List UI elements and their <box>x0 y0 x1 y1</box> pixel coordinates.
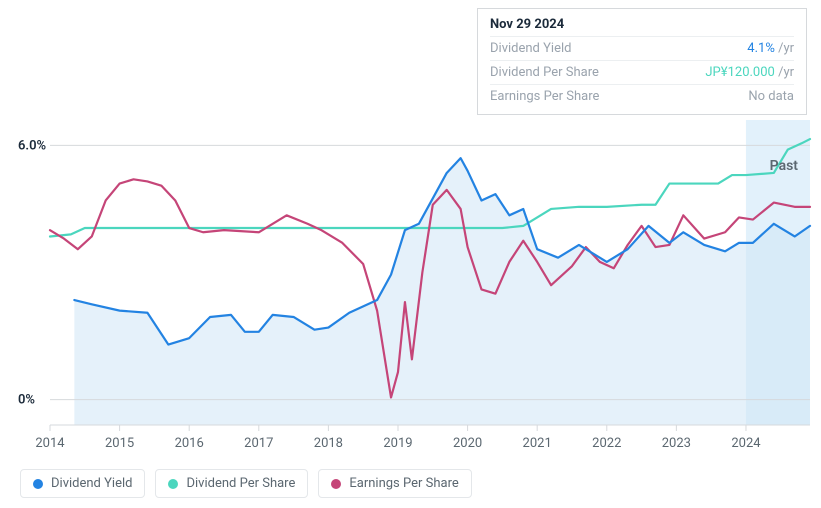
tooltip-date: Nov 29 2024 <box>490 17 794 32</box>
tooltip-value: No data <box>748 89 794 104</box>
legend-item-dividend-yield[interactable]: Dividend Yield <box>20 469 145 498</box>
legend-dot-icon <box>33 479 43 489</box>
dividend-chart: { "tooltip": { "date": "Nov 29 2024", "r… <box>0 0 821 508</box>
tooltip-row: Earnings Per Share No data <box>490 84 794 108</box>
svg-text:2022: 2022 <box>592 436 621 451</box>
svg-text:2023: 2023 <box>662 436 691 451</box>
svg-text:2017: 2017 <box>244 436 273 451</box>
legend-label: Dividend Yield <box>51 476 132 491</box>
chart-legend: Dividend Yield Dividend Per Share Earnin… <box>20 469 472 498</box>
svg-text:2019: 2019 <box>383 436 412 451</box>
svg-text:2014: 2014 <box>35 436 65 451</box>
tooltip-value: JP¥120.000 /yr <box>705 65 794 80</box>
svg-text:2018: 2018 <box>314 436 343 451</box>
legend-item-earnings-per-share[interactable]: Earnings Per Share <box>318 469 471 498</box>
tooltip-row: Dividend Per Share JP¥120.000 /yr <box>490 60 794 84</box>
tooltip-value: 4.1% /yr <box>747 41 794 56</box>
svg-text:2016: 2016 <box>175 436 204 451</box>
chart-tooltip: Nov 29 2024 Dividend Yield 4.1% /yr Divi… <box>477 8 807 115</box>
svg-text:Past: Past <box>770 158 799 174</box>
legend-item-dividend-per-share[interactable]: Dividend Per Share <box>155 469 308 498</box>
svg-text:2024: 2024 <box>731 436 761 451</box>
svg-text:6.0%: 6.0% <box>18 138 47 153</box>
tooltip-row: Dividend Yield 4.1% /yr <box>490 36 794 60</box>
tooltip-label: Dividend Yield <box>490 41 747 56</box>
svg-text:2015: 2015 <box>105 436 134 451</box>
legend-dot-icon <box>168 479 178 489</box>
legend-label: Dividend Per Share <box>186 476 295 491</box>
legend-dot-icon <box>331 479 341 489</box>
svg-text:2020: 2020 <box>453 436 482 451</box>
legend-label: Earnings Per Share <box>349 476 458 491</box>
svg-text:2021: 2021 <box>523 436 552 451</box>
tooltip-label: Dividend Per Share <box>490 65 705 80</box>
tooltip-label: Earnings Per Share <box>490 89 748 104</box>
svg-text:0%: 0% <box>18 393 35 408</box>
